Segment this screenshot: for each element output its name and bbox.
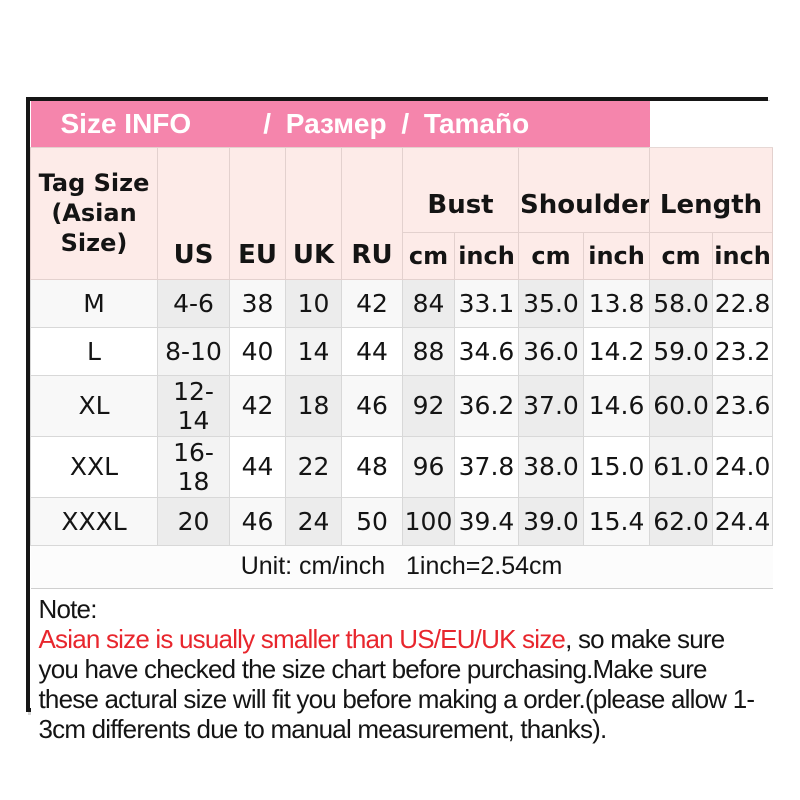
col-header-ru: RU [341,146,403,280]
banner-title: Size INFO [60,107,192,139]
size-row-l: L 8-10 40 14 44 88 34.6 36.0 14.2 59.0 2… [30,326,774,376]
us-size-value: 4-6 [157,278,230,328]
bust-inch-value: 33.1 [454,278,519,328]
note-warning-red: Asian size is usually smaller than US/EU… [38,623,566,654]
shoulder-inch-value: 14.2 [582,326,651,376]
note-section: Note: Asian size is usually smaller than… [30,588,773,744]
shoulder-cm-value: 38.0 [518,435,584,498]
bust-inch-value: 37.8 [454,435,519,498]
size-row-xxxl: XXXL 20 46 24 50 100 39.4 39.0 15.4 62.0… [30,496,774,546]
us-size-value: 8-10 [157,326,230,376]
ru-size-value: 50 [341,496,403,546]
group-header-length: Length [649,146,774,233]
size-row-xxl: XXL 16-18 44 22 48 96 37.8 38.0 15.0 61.… [30,435,774,498]
subheader-bust-inch: inch [454,231,519,280]
bust-cm-value: 84 [402,278,455,328]
tag-size-value: XL [30,374,158,437]
tag-size-value: L [30,326,158,376]
bust-cm-value: 88 [402,326,455,376]
uk-size-value: 14 [285,326,342,376]
note-row: Note: Asian size is usually smaller than… [30,588,773,744]
size-info-banner: Size INFO / Размер / Tamaño [30,101,650,147]
tag-size-value: M [30,278,158,328]
banner-blank-cell [649,101,773,148]
header-unit-row: cm inch cm inch cm inch [31,231,774,280]
eu-size-value: 40 [229,326,286,376]
length-inch-value: 22.8 [712,278,774,328]
ru-size-value: 48 [341,435,403,498]
length-inch-value: 24.0 [712,435,774,498]
length-cm-value: 62.0 [649,496,714,546]
tag-size-value: XXL [30,435,158,498]
header-group-row: Tag Size (Asian Size) US EU UK RU Bust S… [30,146,774,280]
us-size-value: 12-14 [157,374,230,437]
ru-size-value: 46 [341,374,403,437]
ru-size-value: 44 [341,326,403,376]
col-header-eu: EU [229,146,286,280]
size-row-m: M 4-6 38 10 42 84 33.1 35.0 13.8 58.0 22… [30,278,774,328]
bust-inch-value: 34.6 [454,326,519,376]
eu-size-value: 46 [229,496,286,546]
length-inch-value: 24.4 [712,496,774,546]
uk-size-value: 24 [285,496,342,546]
length-cm-value: 58.0 [649,278,714,328]
shoulder-cm-value: 37.0 [518,374,584,437]
shoulder-cm-value: 35.0 [518,278,584,328]
tag-size-value: XXXL [30,496,158,546]
unit-note: Unit: cm/inch 1inch=2.54cm [30,544,773,589]
shoulder-inch-value: 15.4 [582,496,651,546]
tag-size-header: Tag Size (Asian Size) [30,146,158,280]
banner-row: Size INFO / Размер / Tamaño [30,101,773,148]
us-size-value: 16-18 [157,435,230,498]
note-body: Asian size is usually smaller than US/EU… [39,624,763,744]
note-warning-rest: , so make sure you have checked the size… [38,623,756,744]
subheader-length-inch: inch [712,231,774,280]
uk-size-value: 18 [285,374,342,437]
shoulder-inch-value: 14.6 [582,374,651,437]
subheader-shoulder-inch: inch [582,231,651,280]
length-inch-value: 23.6 [712,374,774,437]
shoulder-inch-value: 13.8 [582,278,651,328]
uk-size-value: 22 [285,435,342,498]
bust-inch-value: 36.2 [454,374,519,437]
bust-inch-value: 39.4 [454,496,519,546]
size-row-xl: XL 12-14 42 18 46 92 36.2 37.0 14.6 60.0… [30,374,774,437]
shoulder-cm-value: 36.0 [518,326,584,376]
subheader-shoulder-cm: cm [518,231,584,280]
subheader-length-cm: cm [649,231,714,280]
unit-row: Unit: cm/inch 1inch=2.54cm [30,544,773,589]
eu-size-value: 38 [229,278,286,328]
eu-size-value: 44 [229,435,286,498]
eu-size-value: 42 [229,374,286,437]
bust-cm-value: 96 [402,435,455,498]
uk-size-value: 10 [285,278,342,328]
size-table: Size INFO / Размер / Tamaño Tag Size (Asi… [30,101,774,744]
subheader-bust-cm: cm [402,231,455,280]
banner-translations: / Размер / Tamaño [263,107,530,139]
col-header-uk: UK [285,146,342,280]
us-size-value: 20 [157,496,230,546]
bust-cm-value: 92 [402,374,455,437]
shoulder-inch-value: 15.0 [582,435,651,498]
size-chart-panel: Size INFO / Размер / Tamaño Tag Size (Asi… [26,97,774,744]
length-cm-value: 60.0 [649,374,714,437]
length-inch-value: 23.2 [712,326,774,376]
ru-size-value: 42 [341,278,403,328]
group-header-bust: Bust [402,146,519,233]
bust-cm-value: 100 [402,496,455,546]
length-cm-value: 59.0 [649,326,714,376]
length-cm-value: 61.0 [649,435,714,498]
group-header-shoulder: Shoulder [517,146,651,233]
note-label: Note: [38,593,98,624]
col-header-us: US [157,146,230,280]
shoulder-cm-value: 39.0 [518,496,584,546]
